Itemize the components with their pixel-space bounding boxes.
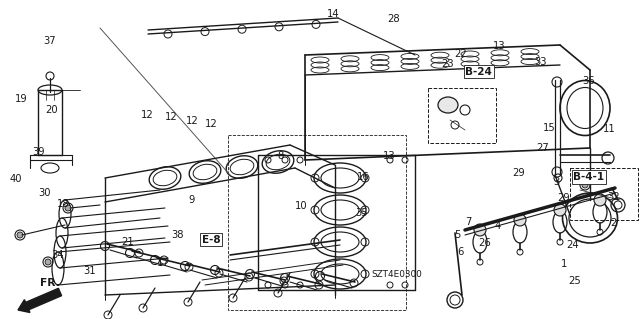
Text: 28: 28 xyxy=(387,14,400,24)
Text: 30: 30 xyxy=(38,188,51,198)
Circle shape xyxy=(514,214,526,226)
Text: 8: 8 xyxy=(277,151,284,161)
Text: 11: 11 xyxy=(603,124,616,134)
Ellipse shape xyxy=(438,97,458,113)
Text: 24: 24 xyxy=(566,240,579,250)
Text: B-24: B-24 xyxy=(465,67,492,77)
Text: 22: 22 xyxy=(454,49,467,59)
Circle shape xyxy=(45,259,51,265)
Text: 5: 5 xyxy=(454,230,461,241)
Text: 7: 7 xyxy=(465,217,472,227)
Text: 13: 13 xyxy=(493,41,506,51)
Text: 16: 16 xyxy=(357,172,370,182)
Text: 34: 34 xyxy=(51,250,64,260)
FancyArrow shape xyxy=(18,288,61,313)
Text: 26: 26 xyxy=(479,238,492,248)
Text: 13: 13 xyxy=(383,151,396,161)
Text: FR.: FR. xyxy=(40,278,60,288)
Text: 3: 3 xyxy=(554,177,560,188)
Text: 10: 10 xyxy=(294,201,307,211)
Text: 1: 1 xyxy=(561,259,568,269)
Text: 37: 37 xyxy=(44,36,56,47)
Text: 38: 38 xyxy=(172,230,184,241)
Text: 25: 25 xyxy=(568,276,581,286)
Text: 31: 31 xyxy=(83,265,96,276)
Text: 12: 12 xyxy=(141,110,154,120)
Text: 21: 21 xyxy=(122,237,134,248)
Text: 23: 23 xyxy=(442,59,454,69)
Text: 33: 33 xyxy=(534,57,547,67)
Bar xyxy=(228,135,406,310)
Text: 35: 35 xyxy=(355,208,368,218)
Text: 2: 2 xyxy=(610,218,616,228)
Text: 29: 29 xyxy=(512,168,525,178)
Text: 17: 17 xyxy=(157,258,170,268)
Circle shape xyxy=(594,194,606,206)
Text: 40: 40 xyxy=(10,174,22,184)
Circle shape xyxy=(474,224,486,236)
Text: 27: 27 xyxy=(536,143,549,153)
Text: 9: 9 xyxy=(189,195,195,205)
Text: 4: 4 xyxy=(495,221,501,232)
Circle shape xyxy=(65,205,71,211)
Text: 36: 36 xyxy=(582,76,595,86)
Text: 15: 15 xyxy=(543,122,556,133)
Text: SZT4E0300: SZT4E0300 xyxy=(371,270,422,279)
Bar xyxy=(428,88,496,143)
Text: 19: 19 xyxy=(15,94,28,104)
Text: 18: 18 xyxy=(56,198,69,209)
Text: 32: 32 xyxy=(607,192,620,202)
Bar xyxy=(570,168,638,220)
Circle shape xyxy=(554,204,566,216)
Text: 6: 6 xyxy=(458,247,464,257)
Text: B-4-1: B-4-1 xyxy=(573,172,604,182)
Text: 12: 12 xyxy=(165,112,178,122)
Text: E-8: E-8 xyxy=(202,235,221,245)
Text: 39: 39 xyxy=(32,146,45,157)
Text: 12: 12 xyxy=(186,116,198,126)
Text: 20: 20 xyxy=(45,105,58,115)
Text: 29: 29 xyxy=(557,193,570,203)
Circle shape xyxy=(17,232,23,238)
Text: 12: 12 xyxy=(205,119,218,129)
Circle shape xyxy=(582,182,588,188)
Text: 14: 14 xyxy=(326,9,339,19)
